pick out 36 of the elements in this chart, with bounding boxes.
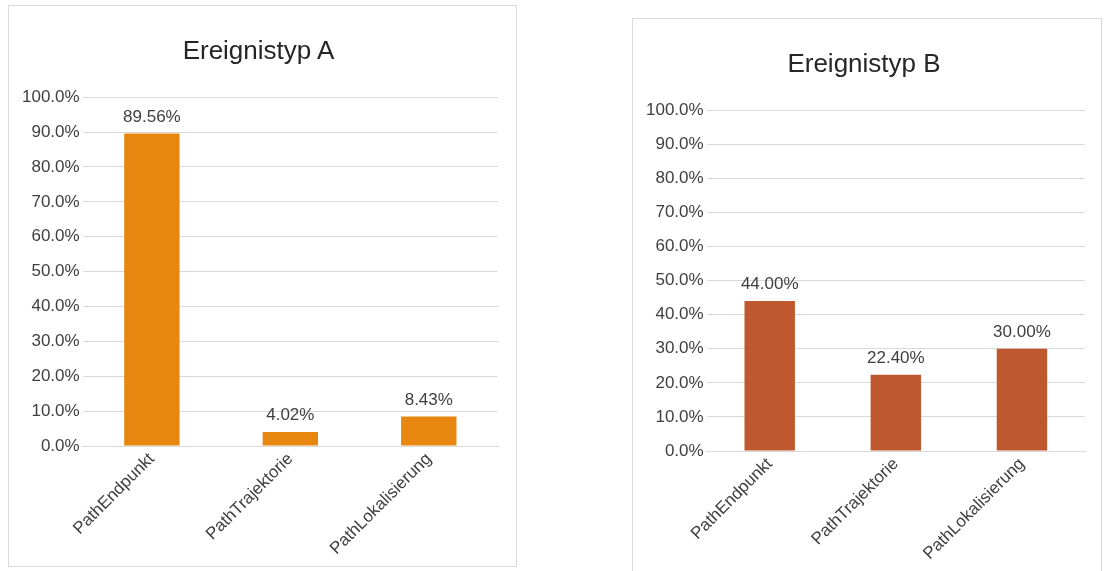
y-tick-label: 10.0% — [31, 400, 80, 420]
y-tick-label: 0.0% — [40, 435, 80, 455]
y-tick-label: 50.0% — [31, 261, 80, 281]
y-tick-label: 40.0% — [655, 304, 704, 324]
data-label: 30.00% — [993, 321, 1051, 341]
y-tick-label: 30.0% — [31, 331, 80, 351]
bar — [124, 133, 180, 446]
data-label: 22.40% — [866, 347, 925, 367]
y-tick-label: 60.0% — [31, 226, 80, 246]
y-tick-label: 70.0% — [31, 191, 80, 211]
bar — [262, 431, 319, 446]
y-tick-label: 80.0% — [655, 168, 704, 188]
y-tick-label: 90.0% — [655, 133, 704, 153]
y-tick-label: 100.0% — [645, 99, 704, 119]
chart-title: Ereignistyp B — [787, 47, 941, 78]
bar — [744, 301, 795, 451]
y-tick-label: 10.0% — [655, 406, 704, 426]
bar — [401, 416, 457, 446]
y-tick-label: 30.0% — [655, 338, 704, 358]
chart-title: Ereignistyp A — [182, 34, 336, 65]
y-tick-label: 20.0% — [31, 365, 80, 385]
bar — [996, 348, 1048, 451]
bar — [870, 374, 922, 451]
y-tick-label: 80.0% — [31, 156, 80, 176]
y-tick-label: 50.0% — [655, 270, 704, 290]
y-tick-label: 70.0% — [655, 202, 704, 222]
y-tick-label: 40.0% — [31, 296, 80, 316]
data-label: 4.02% — [266, 405, 315, 425]
y-tick-label: 100.0% — [21, 86, 80, 106]
y-tick-label: 0.0% — [664, 440, 704, 460]
data-label: 8.43% — [404, 389, 453, 409]
y-tick-label: 90.0% — [31, 121, 80, 141]
y-tick-label: 20.0% — [655, 372, 704, 392]
y-tick-label: 60.0% — [655, 236, 704, 256]
data-label: 89.56% — [123, 106, 181, 126]
data-label: 44.00% — [740, 274, 799, 294]
